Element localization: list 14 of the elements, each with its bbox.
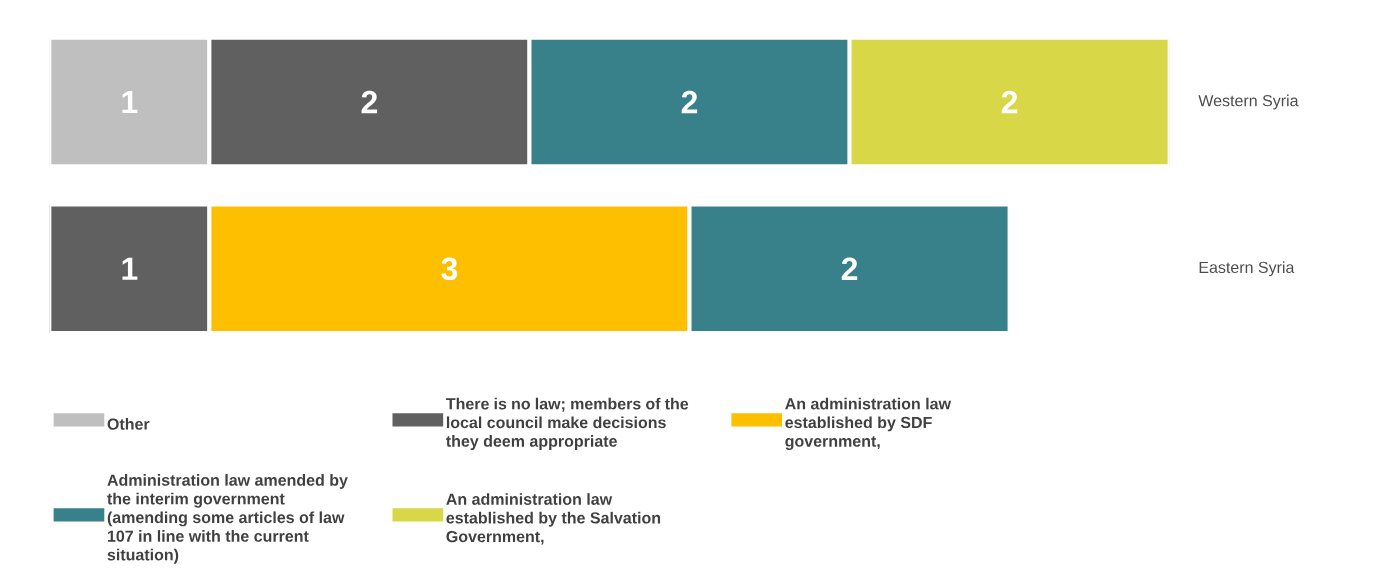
legend-label: There is no law; members of the local council make decisions they deem appropriate <box>446 397 689 450</box>
data-label: 1 <box>122 257 138 280</box>
legend-label: Other <box>107 417 150 430</box>
y-tick-label: Western Syria <box>1198 94 1299 110</box>
legend-label: An administration law established by SDF government, <box>785 397 952 450</box>
data-label: 3 <box>441 257 458 281</box>
y-tick-label: Eastern Syria <box>1199 261 1295 277</box>
data-label: 2 <box>841 257 858 280</box>
data-label: 2 <box>681 90 698 114</box>
data-label: 2 <box>361 90 378 114</box>
data-label: 2 <box>1001 90 1018 114</box>
legend-label: An administration law established by the Salvation Government, <box>446 493 661 545</box>
data-label: 1 <box>122 90 138 113</box>
legend-label: Administration law amended by the interim government (amending some articles of law 107 in line with the current situation) <box>107 473 348 564</box>
